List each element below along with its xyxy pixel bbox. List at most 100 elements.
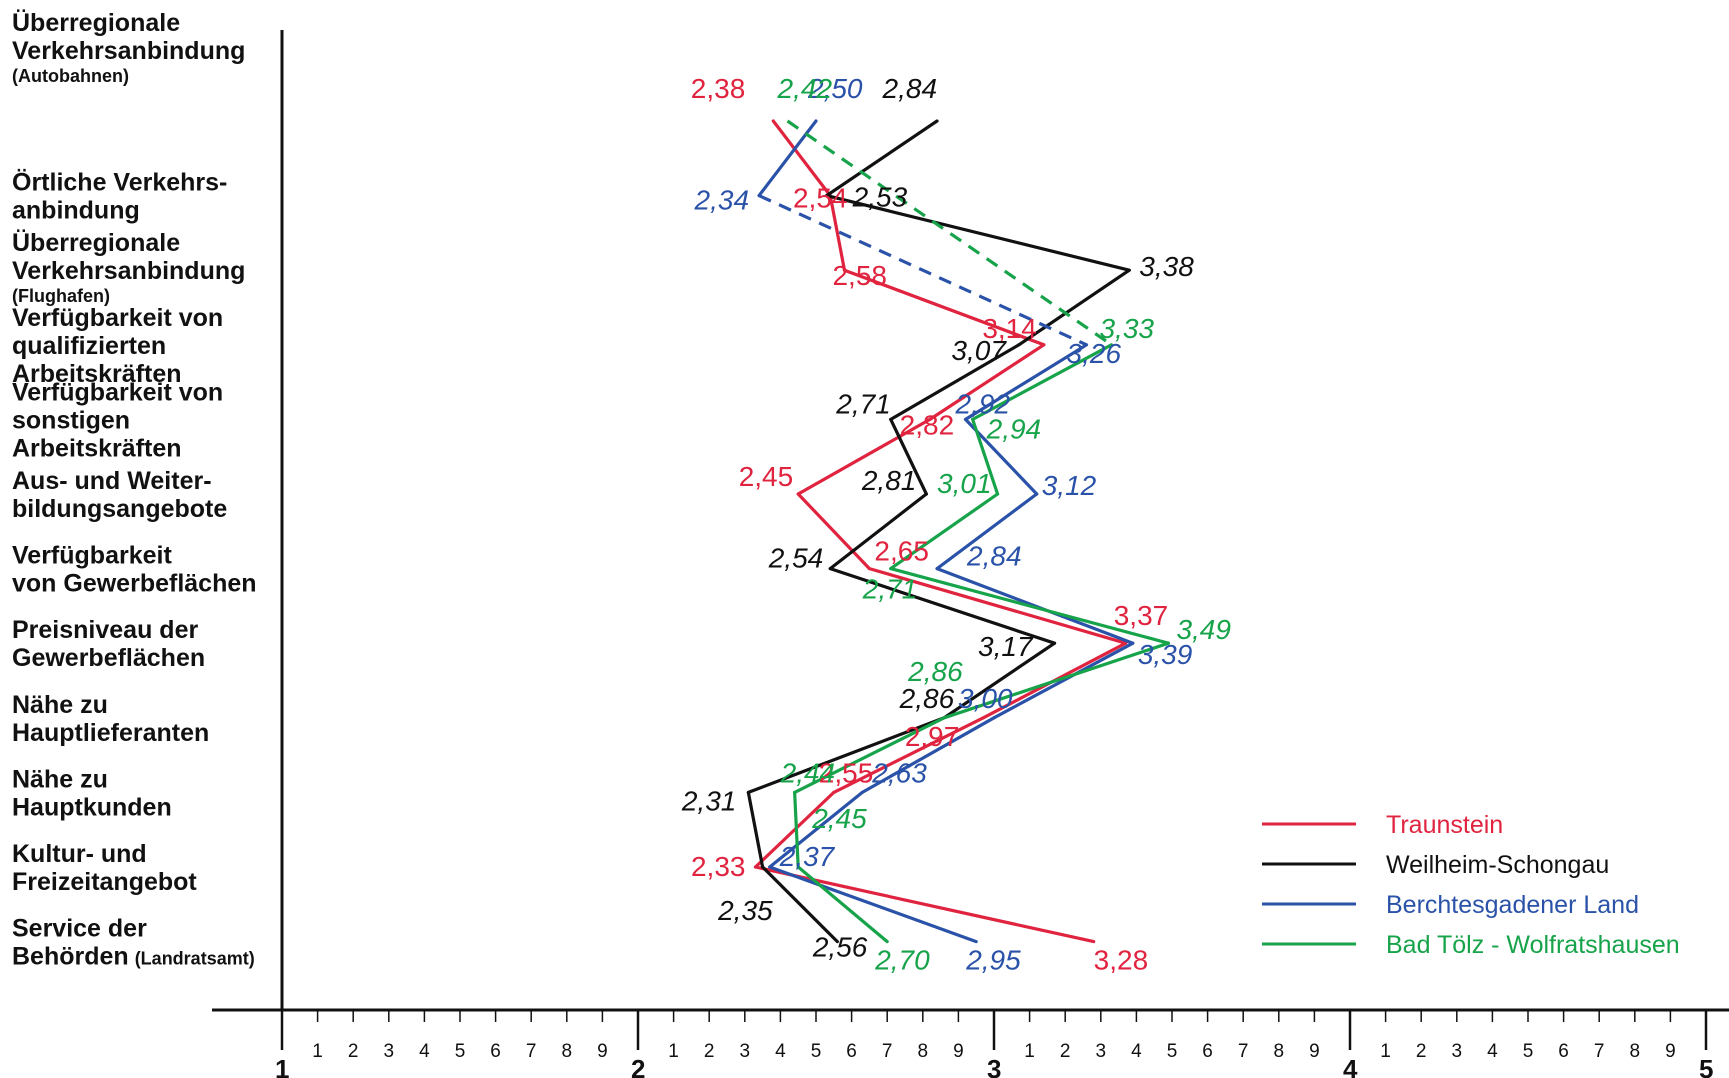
category-label: Arbeitskräften — [12, 434, 182, 462]
category-label: Arbeitskräften — [12, 360, 182, 388]
category-label: Preisniveau der — [12, 616, 198, 644]
category-label: Verfügbarkeit von — [12, 378, 223, 406]
data-label: 2,65 — [874, 536, 929, 567]
data-label: 2,54 — [793, 183, 848, 214]
series-line-segment — [828, 492, 928, 571]
x-minor-tick-label: 1 — [1380, 1041, 1391, 1062]
x-minor-tick-label: 6 — [1202, 1041, 1213, 1062]
data-label: 2,82 — [900, 409, 955, 440]
series-line-segment — [889, 417, 928, 496]
x-minor-tick-label: 9 — [953, 1041, 964, 1062]
data-label: 3,01 — [937, 468, 992, 499]
category-sublabel: (Flughafen) — [12, 286, 110, 306]
x-minor-tick-label: 1 — [668, 1041, 679, 1062]
data-label: 2,44 — [780, 757, 836, 788]
series-line-segment — [768, 865, 978, 944]
data-label: 2,86 — [899, 683, 955, 714]
category-label: sonstigen — [12, 406, 130, 434]
data-label: 2,97 — [905, 721, 960, 752]
x-minor-tick-label: 5 — [1523, 1041, 1534, 1062]
category-label: Verfügbarkeit von — [12, 304, 223, 332]
x-minor-tick-label: 9 — [1665, 1041, 1676, 1062]
x-minor-tick-label: 6 — [846, 1041, 857, 1062]
series-line-segment — [889, 492, 1000, 571]
x-major-tick-label: 1 — [275, 1054, 289, 1078]
data-label: 2,50 — [807, 73, 863, 104]
data-label: 2,84 — [882, 73, 938, 104]
series-line-segment — [928, 343, 1046, 421]
data-label: 2,55 — [819, 757, 874, 788]
category-label: Aus- und Weiter- — [12, 467, 212, 495]
category-label: Überregionale — [12, 228, 180, 257]
data-label: 3,26 — [1067, 338, 1122, 369]
x-major-tick-label: 4 — [1343, 1054, 1358, 1078]
legend-label: Bad Tölz - Wolfratshausen — [1386, 931, 1680, 959]
series-line-segment — [796, 865, 889, 944]
series-line-segment — [760, 865, 839, 944]
series-line-segment — [796, 492, 872, 571]
series-line-segment — [971, 343, 1114, 421]
x-minor-tick-label: 2 — [1060, 1041, 1071, 1062]
category-label: Hauptlieferanten — [12, 719, 209, 747]
x-major-tick-label: 2 — [631, 1054, 645, 1078]
x-minor-tick-label: 4 — [1487, 1041, 1498, 1062]
series-line-segment — [963, 343, 1089, 421]
data-label: 3,17 — [978, 631, 1034, 662]
data-label: 3,49 — [1176, 614, 1231, 645]
series-line-segment — [889, 343, 1021, 421]
data-label: 3,28 — [1094, 945, 1149, 976]
x-major-tick-label: 5 — [1699, 1054, 1713, 1078]
series-line-segment — [992, 641, 1135, 720]
category-label: Örtliche Verkehrs- — [12, 168, 227, 197]
series-line-segment — [793, 716, 946, 795]
data-label: 2,35 — [717, 895, 773, 926]
series-line-segment — [825, 119, 939, 198]
data-label: 3,37 — [1114, 600, 1169, 631]
data-label: 2,53 — [852, 182, 908, 213]
x-minor-tick-label: 7 — [1238, 1041, 1249, 1062]
category-label: Nähe zu — [12, 691, 108, 719]
series-line-segment — [828, 194, 847, 272]
x-minor-tick-label: 4 — [1131, 1041, 1142, 1062]
data-label: 2,86 — [907, 656, 963, 687]
category-label: von Gewerbeflächen — [12, 570, 257, 598]
data-label: 2,37 — [779, 841, 836, 872]
x-minor-tick-label: 5 — [455, 1041, 466, 1062]
category-label: Freizeitangebot — [12, 868, 197, 896]
x-minor-tick-label: 2 — [704, 1041, 715, 1062]
category-sublabel: (Autobahnen) — [12, 66, 129, 86]
category-label: bildungsangebote — [12, 495, 227, 523]
data-label: 2,42 — [777, 73, 833, 104]
data-label: 3,33 — [1099, 313, 1154, 344]
x-minor-tick-label: 5 — [1167, 1041, 1178, 1062]
data-label: 2,81 — [861, 465, 917, 496]
series-gap-dashed-segment — [758, 194, 1088, 347]
series-line-segment — [942, 641, 1171, 720]
x-minor-tick-label: 9 — [1309, 1041, 1320, 1062]
x-minor-tick-label: 1 — [1024, 1041, 1035, 1062]
x-minor-tick-label: 5 — [811, 1041, 822, 1062]
x-minor-tick-label: 8 — [1274, 1041, 1285, 1062]
series-line-segment — [793, 790, 800, 869]
data-label: 3,39 — [1138, 639, 1193, 670]
series-line-segment — [1017, 268, 1131, 347]
data-label: 2,56 — [812, 932, 868, 963]
data-label: 2,95 — [965, 945, 1021, 976]
x-minor-tick-label: 7 — [882, 1041, 893, 1062]
category-label: Kultur- und — [12, 840, 147, 868]
data-label: 2,45 — [739, 461, 794, 492]
series-line-segment — [971, 417, 1000, 496]
x-minor-tick-label: 4 — [419, 1041, 430, 1062]
data-label: 2,31 — [681, 785, 737, 816]
category-label: Behörden (Landratsamt) — [12, 943, 255, 971]
data-label: 2,54 — [768, 543, 824, 574]
data-label: 2,71 — [862, 574, 918, 605]
category-label: Nähe zu — [12, 765, 108, 793]
data-label: 3,14 — [982, 313, 1037, 344]
legend-label: Berchtesgadener Land — [1386, 891, 1639, 919]
x-minor-tick-label: 8 — [918, 1041, 929, 1062]
series-line-segment — [825, 194, 1131, 272]
category-sublabel: (Landratsamt) — [135, 949, 255, 969]
category-label: Service der — [12, 915, 147, 943]
